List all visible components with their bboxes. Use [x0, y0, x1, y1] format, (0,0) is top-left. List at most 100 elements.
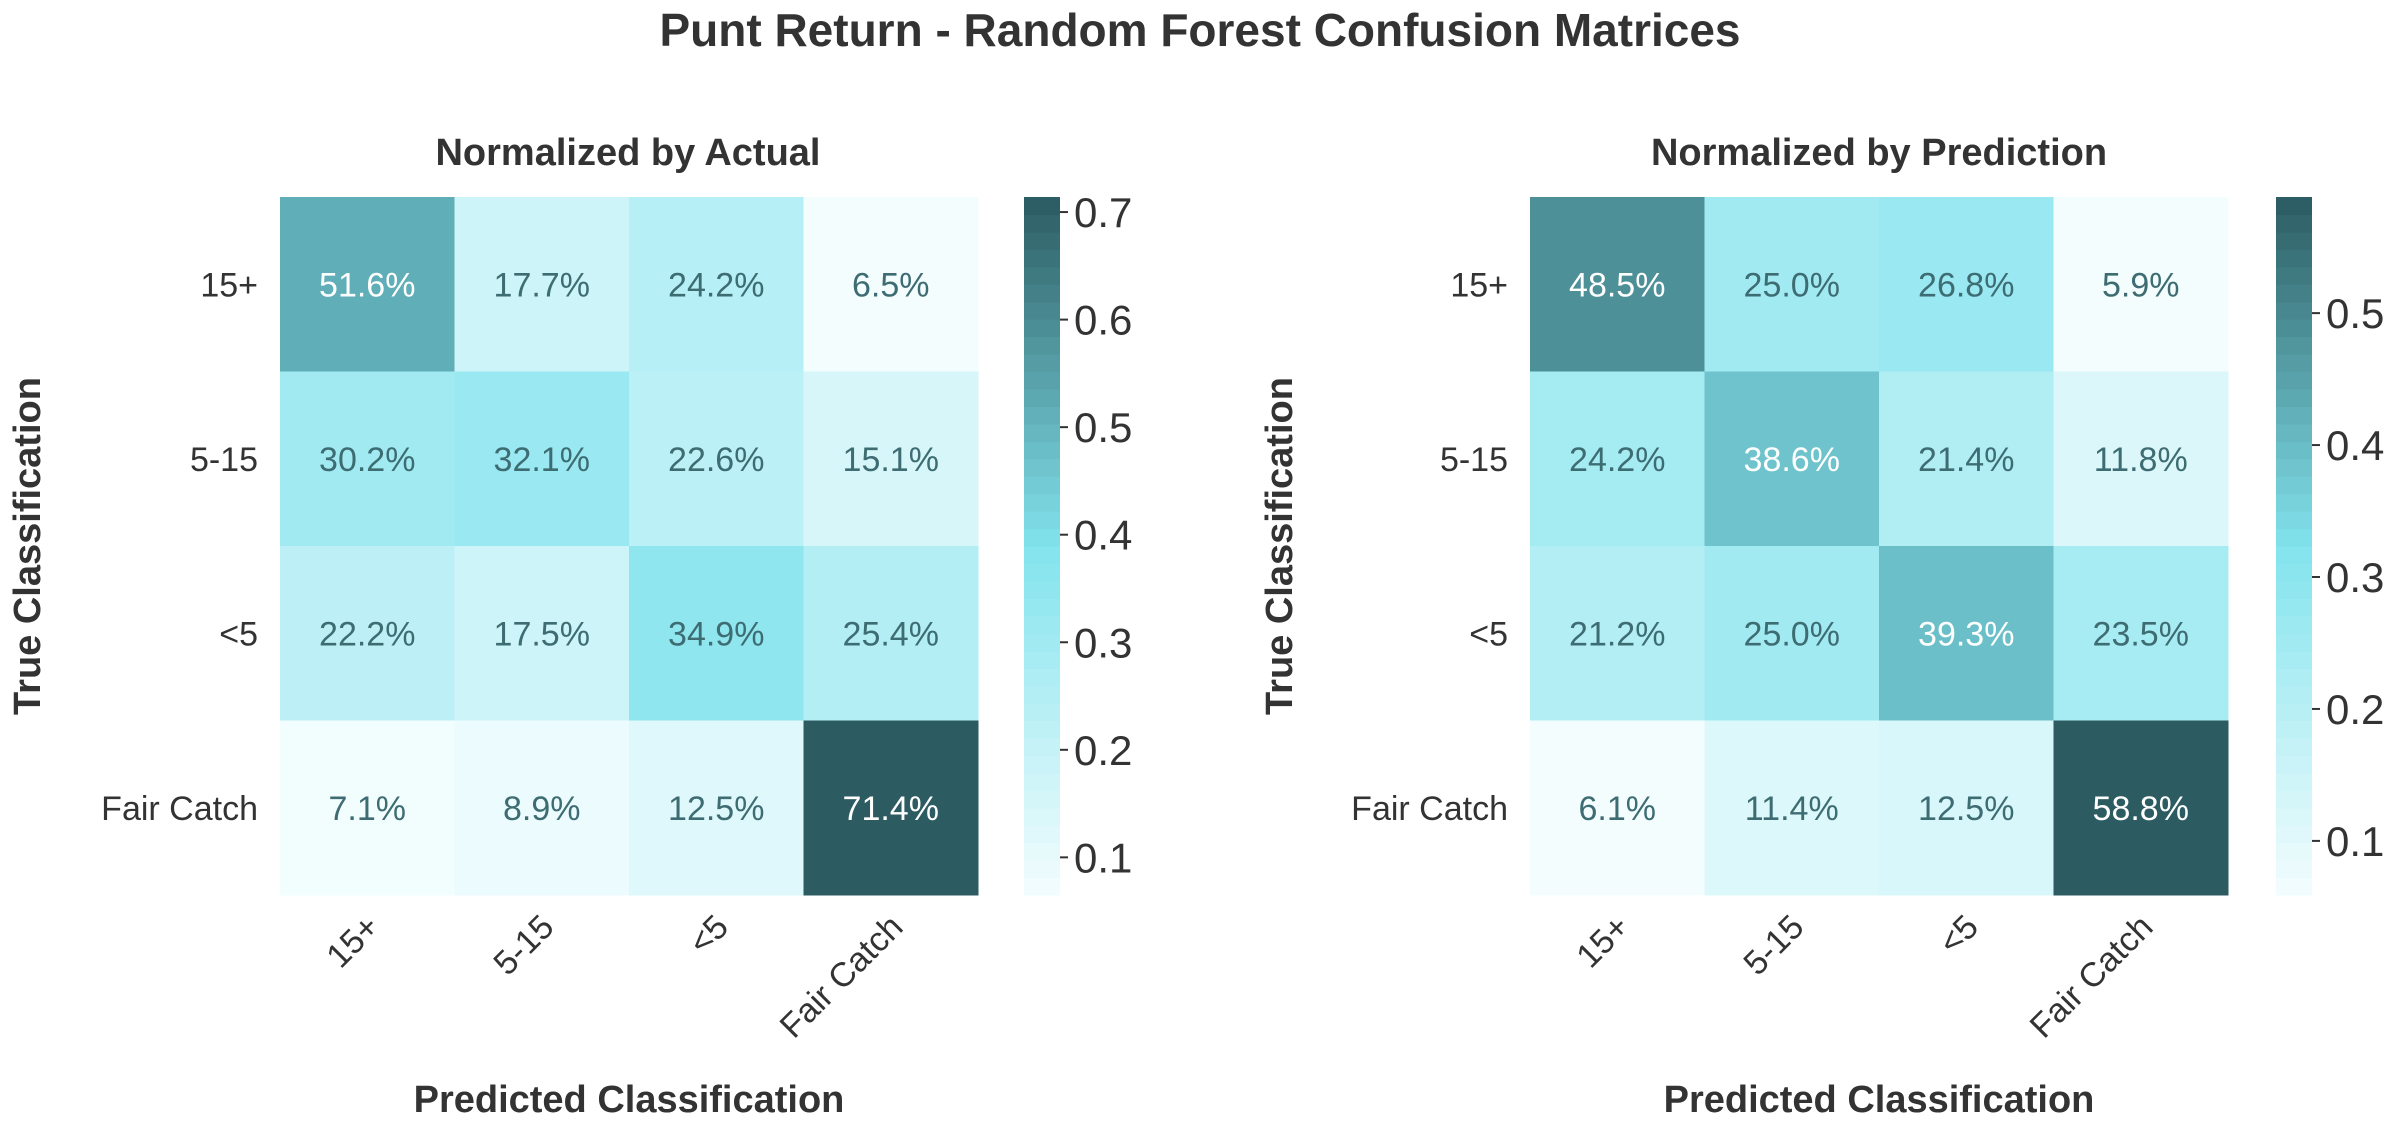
cell-annotation: 22.6%: [668, 441, 764, 479]
colorbar-band: [1024, 546, 1060, 565]
cell-annotation: 7.1%: [329, 790, 407, 828]
colorbar-tick-label: 0.1: [2326, 818, 2384, 865]
cell-annotation: 11.8%: [2094, 441, 2188, 479]
colorbar-tick-label: 0.2: [2326, 686, 2384, 733]
cell-annotation: 15.1%: [843, 441, 939, 479]
colorbar-band: [1024, 563, 1060, 582]
colorbar-band: [2276, 301, 2312, 320]
x-axis-label: Predicted Classification: [414, 1079, 845, 1121]
colorbar-band: [2276, 336, 2312, 355]
colorbar-tick-label: 0.5: [1074, 404, 1132, 451]
heatmap-cell: [1704, 371, 1880, 547]
cell-annotation: 25.0%: [1744, 615, 1840, 653]
cell-annotation: 26.8%: [1918, 266, 2014, 304]
cell-annotation: 6.5%: [852, 266, 930, 304]
cell-annotation: 8.9%: [503, 790, 581, 828]
colorbar-band: [1024, 703, 1060, 722]
colorbar-tick-label: 0.3: [1074, 619, 1132, 666]
cell-annotation: 25.0%: [1744, 266, 1840, 304]
colorbar-band: [1024, 720, 1060, 739]
cell-annotation: 39.3%: [1918, 615, 2014, 653]
colorbar-band: [1024, 842, 1060, 861]
heatmap-cell: [1879, 197, 2054, 372]
heatmap-cell: [2053, 371, 2229, 547]
cell-annotation: 38.6%: [1744, 441, 1840, 479]
heatmap-cell: [803, 197, 979, 372]
colorbar-band: [2276, 528, 2312, 547]
colorbar-band: [1024, 737, 1060, 756]
heatmap-cell: [803, 720, 979, 896]
colorbar-band: [1024, 388, 1060, 407]
cell-annotation: 12.5%: [1918, 790, 2014, 828]
colorbar-band: [1024, 284, 1060, 303]
subplot-title: Normalized by Actual: [435, 132, 820, 174]
colorbar-band: [2276, 354, 2312, 373]
cell-annotation: 17.5%: [494, 615, 590, 653]
colorbar-band: [2276, 231, 2312, 250]
colorbar-band: [1024, 493, 1060, 512]
y-tick-label: 15+: [200, 266, 258, 304]
colorbar-band: [1024, 650, 1060, 669]
colorbar-band: [1024, 598, 1060, 617]
cell-annotation: 58.8%: [2093, 790, 2189, 828]
x-tick-label: 15+: [319, 908, 387, 976]
colorbar-tick-label: 0.3: [2326, 554, 2384, 601]
colorbar-band: [1024, 231, 1060, 250]
colorbar-band: [2276, 511, 2312, 530]
colorbar-tick-label: 0.2: [1074, 727, 1132, 774]
colorbar-band: [2276, 842, 2312, 861]
x-tick-label: <5: [1932, 908, 1986, 962]
y-axis-label: True Classification: [7, 377, 49, 715]
colorbar-band: [2276, 755, 2312, 774]
heatmap-cell: [280, 197, 455, 372]
colorbar-band: [1024, 825, 1060, 844]
heatmap-cell: [1704, 546, 1880, 721]
colorbar-band: [2276, 197, 2312, 216]
heatmap-cell: [803, 371, 979, 547]
colorbar-band: [1024, 476, 1060, 495]
subplot-title: Normalized by Prediction: [1651, 132, 2107, 174]
x-tick-label: 5-15: [486, 908, 561, 983]
heatmap-cell: [1530, 197, 1705, 372]
colorbar-band: [1024, 755, 1060, 774]
colorbar-tick-label: 0.5: [2326, 290, 2384, 337]
colorbar-tick-label: 0.1: [1074, 834, 1132, 881]
heatmap-panel-prediction: Normalized by Prediction 48.5% 25.0% 26.8% 5…: [1259, 132, 2384, 1121]
heatmap-cell: [1530, 546, 1705, 721]
heatmap-cell: [1704, 720, 1880, 896]
cell-annotation: 24.2%: [1569, 441, 1665, 479]
heatmap-cell: [629, 546, 804, 721]
colorbar-band: [2276, 825, 2312, 844]
colorbar-band: [1024, 580, 1060, 599]
colorbar-band: [1024, 423, 1060, 442]
heatmap-cell: [629, 720, 804, 896]
colorbar-band: [2276, 685, 2312, 704]
y-tick-label: Fair Catch: [101, 790, 258, 828]
y-tick-label: 5-15: [190, 441, 258, 479]
colorbar-band: [1024, 406, 1060, 425]
heatmap-cell: [280, 371, 455, 547]
colorbar-band: [2276, 249, 2312, 268]
colorbar-band: [2276, 720, 2312, 739]
colorbar-band: [1024, 807, 1060, 826]
cell-annotation: 12.5%: [668, 790, 764, 828]
colorbar-band: [1024, 668, 1060, 687]
heatmap-cell: [454, 197, 630, 372]
cell-annotation: 24.2%: [668, 266, 764, 304]
heatmap-cell: [280, 720, 455, 896]
colorbar-band: [2276, 703, 2312, 722]
colorbar-band: [2276, 284, 2312, 303]
colorbar-band: [1024, 441, 1060, 460]
colorbar-band: [1024, 266, 1060, 285]
colorbar-band: [2276, 371, 2312, 390]
heatmap-cell: [803, 546, 979, 721]
figure-title: Punt Return - Random Forest Confusion Ma…: [659, 4, 1740, 56]
colorbar-band: [1024, 319, 1060, 338]
heatmap-cell: [629, 197, 804, 372]
colorbar-band: [2276, 860, 2312, 879]
colorbar-band: [2276, 476, 2312, 495]
colorbar-tick-label: 0.4: [2326, 422, 2384, 469]
heatmap-cell: [1879, 546, 2054, 721]
heatmap-cell: [1530, 371, 1705, 547]
